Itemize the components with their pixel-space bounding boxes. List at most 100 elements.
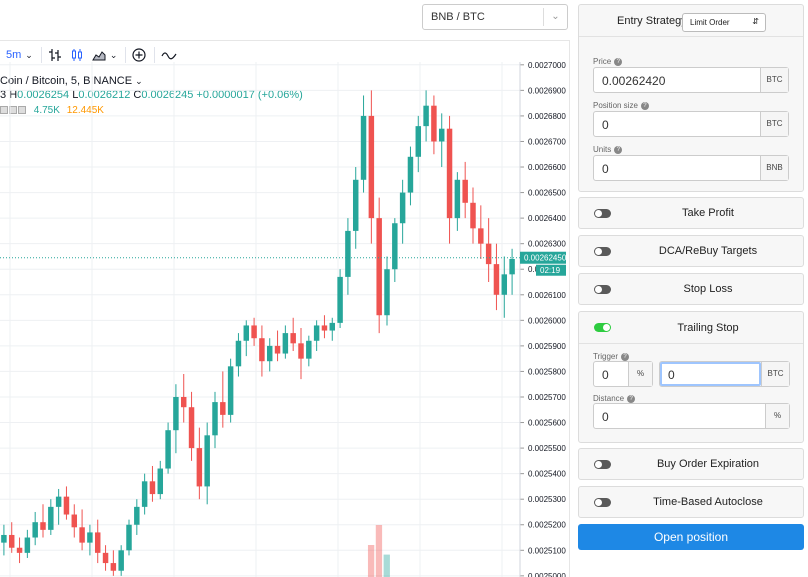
chevron-down-icon[interactable]: ⌄ [109,49,118,60]
price-axis-label: 0.0025200 [528,521,566,530]
candle-body [485,243,492,265]
candle-body [1,534,7,543]
price-axis-label: 0.0025700 [528,393,566,402]
bar-style-icon[interactable] [48,45,62,65]
candle-body [446,128,453,219]
help-icon[interactable]: ? [614,57,623,66]
units-input[interactable]: 0 BNB [593,155,789,181]
distance-value: 0 [602,410,609,424]
help-icon[interactable]: ? [621,352,630,361]
candle-body [298,343,304,359]
candle-body [235,340,242,367]
time-based-autoclose-toggle[interactable] [594,497,611,507]
candle-body [438,128,445,142]
help-icon[interactable]: ? [640,101,649,110]
tradingview-frame [0,40,570,577]
chart-legend-symbol[interactable]: Coin / Bitcoin, 5, BINANCE ⌄ [0,75,143,87]
candle-body [321,325,328,331]
entry-strategy-value: Limit Order [690,18,730,27]
countdown-text: 02:19 [540,266,561,275]
candle-body [71,514,78,528]
toggle-knob [603,324,610,331]
stop-loss-toggle[interactable] [594,284,611,294]
chevron-down-icon[interactable]: ⌄ [543,8,567,26]
compare-icon[interactable] [161,45,177,65]
chevron-down-icon[interactable]: ⌄ [135,76,143,86]
candle-body [274,345,281,354]
chart-legend-ohlc: 3 H0.0026254 L0.0026212 C0.0026245 +0.00… [0,89,303,101]
add-indicator-icon[interactable] [132,45,146,65]
high-value: 0.0026254 [17,89,70,101]
buy-order-expiration-toggle[interactable] [594,459,611,469]
price-axis-label: 0.0025600 [528,419,566,428]
low-value: 0.0026212 [78,89,131,101]
entry-strategy-header: Entry Strategy Limit Order ⇵ [579,5,803,37]
candle-body [329,322,336,331]
dca-title: DCA/ReBuy Targets [658,245,758,257]
eye-icon[interactable] [0,106,8,115]
pair-select[interactable]: BNB / BTC ⌄ [422,4,568,30]
dca-toggle[interactable] [594,246,611,256]
distance-input[interactable]: 0 % [593,403,790,429]
candle-body [368,115,375,219]
interval-button[interactable]: 5m [6,49,22,61]
trigger-btc-input[interactable]: 0 BTC [659,361,790,387]
candle-body [63,496,70,515]
change-value: +0.0000017 (+0.06%) [196,89,303,101]
price-axis-label: 0.0025100 [528,546,566,555]
position-size-unit: BTC [760,112,788,136]
price-input[interactable]: 0.00262420 BTC [593,67,789,93]
toggle-knob [595,209,602,217]
entry-strategy-select[interactable]: Limit Order ⇵ [682,13,766,32]
open-position-button[interactable]: Open position [578,524,804,550]
trailing-stop-header[interactable]: Trailing Stop [579,312,803,344]
take-profit-card[interactable]: Take Profit [578,197,804,229]
stop-loss-title: Stop Loss [683,283,733,295]
sort-arrows-icon: ⇵ [752,17,759,26]
price-axis-label: 0.0026600 [528,163,566,172]
buy-order-expiration-title: Buy Order Expiration [656,458,760,470]
candle-body [141,481,148,507]
position-size-input[interactable]: 0 BTC [593,111,789,137]
buy-order-expiration-card[interactable]: Buy Order Expiration [578,448,804,480]
units-value: 0 [602,162,609,176]
volume-bar [375,525,383,577]
candle-body [126,524,132,551]
price-axis-label: 0.0025000 [528,572,566,577]
chart-legend-volume: 4.75K 12.445K [0,105,104,116]
candle-body [32,522,38,538]
trigger-value: 0 [602,368,609,382]
candle-body [251,325,257,339]
units-label-text: Units [593,145,612,154]
trigger-percent-input[interactable]: 0 % [593,361,653,387]
candle-body [16,547,23,553]
time-based-autoclose-card[interactable]: Time-Based Autoclose [578,486,804,518]
candle-body [470,202,476,229]
countdown-badge [536,264,566,276]
time-based-autoclose-title: Time-Based Autoclose [653,496,763,508]
area-style-icon[interactable] [91,45,106,65]
candlestick-chart[interactable]: 0.0027000 0.0026900 0.0026800 0.0026700 0.00… [0,62,568,577]
candle-body [493,264,500,295]
candle-body [392,223,398,270]
help-icon[interactable]: ? [627,394,636,403]
dca-card[interactable]: DCA/ReBuy Targets [578,235,804,267]
trailing-stop-card: Trailing Stop Trigger? 0 % 0 BTC Distanc… [578,311,804,443]
close-icon[interactable] [18,106,26,115]
candle-body [376,218,382,316]
price-axis-label: 0.0025800 [528,367,566,376]
candle-body [227,366,234,415]
chevron-down-icon[interactable]: ⌄ [25,49,33,60]
candle-body [352,179,359,231]
candle-style-icon[interactable] [70,45,84,65]
trailing-stop-toggle[interactable] [594,323,611,332]
volume-bar [367,545,375,577]
help-icon[interactable]: ? [614,145,623,154]
candle-body [180,396,187,408]
stop-loss-card[interactable]: Stop Loss [578,273,804,305]
take-profit-toggle[interactable] [594,208,611,218]
candle-body [243,325,250,341]
candle-body [501,274,508,295]
candle-body [290,333,296,344]
toggle-knob [595,247,602,255]
